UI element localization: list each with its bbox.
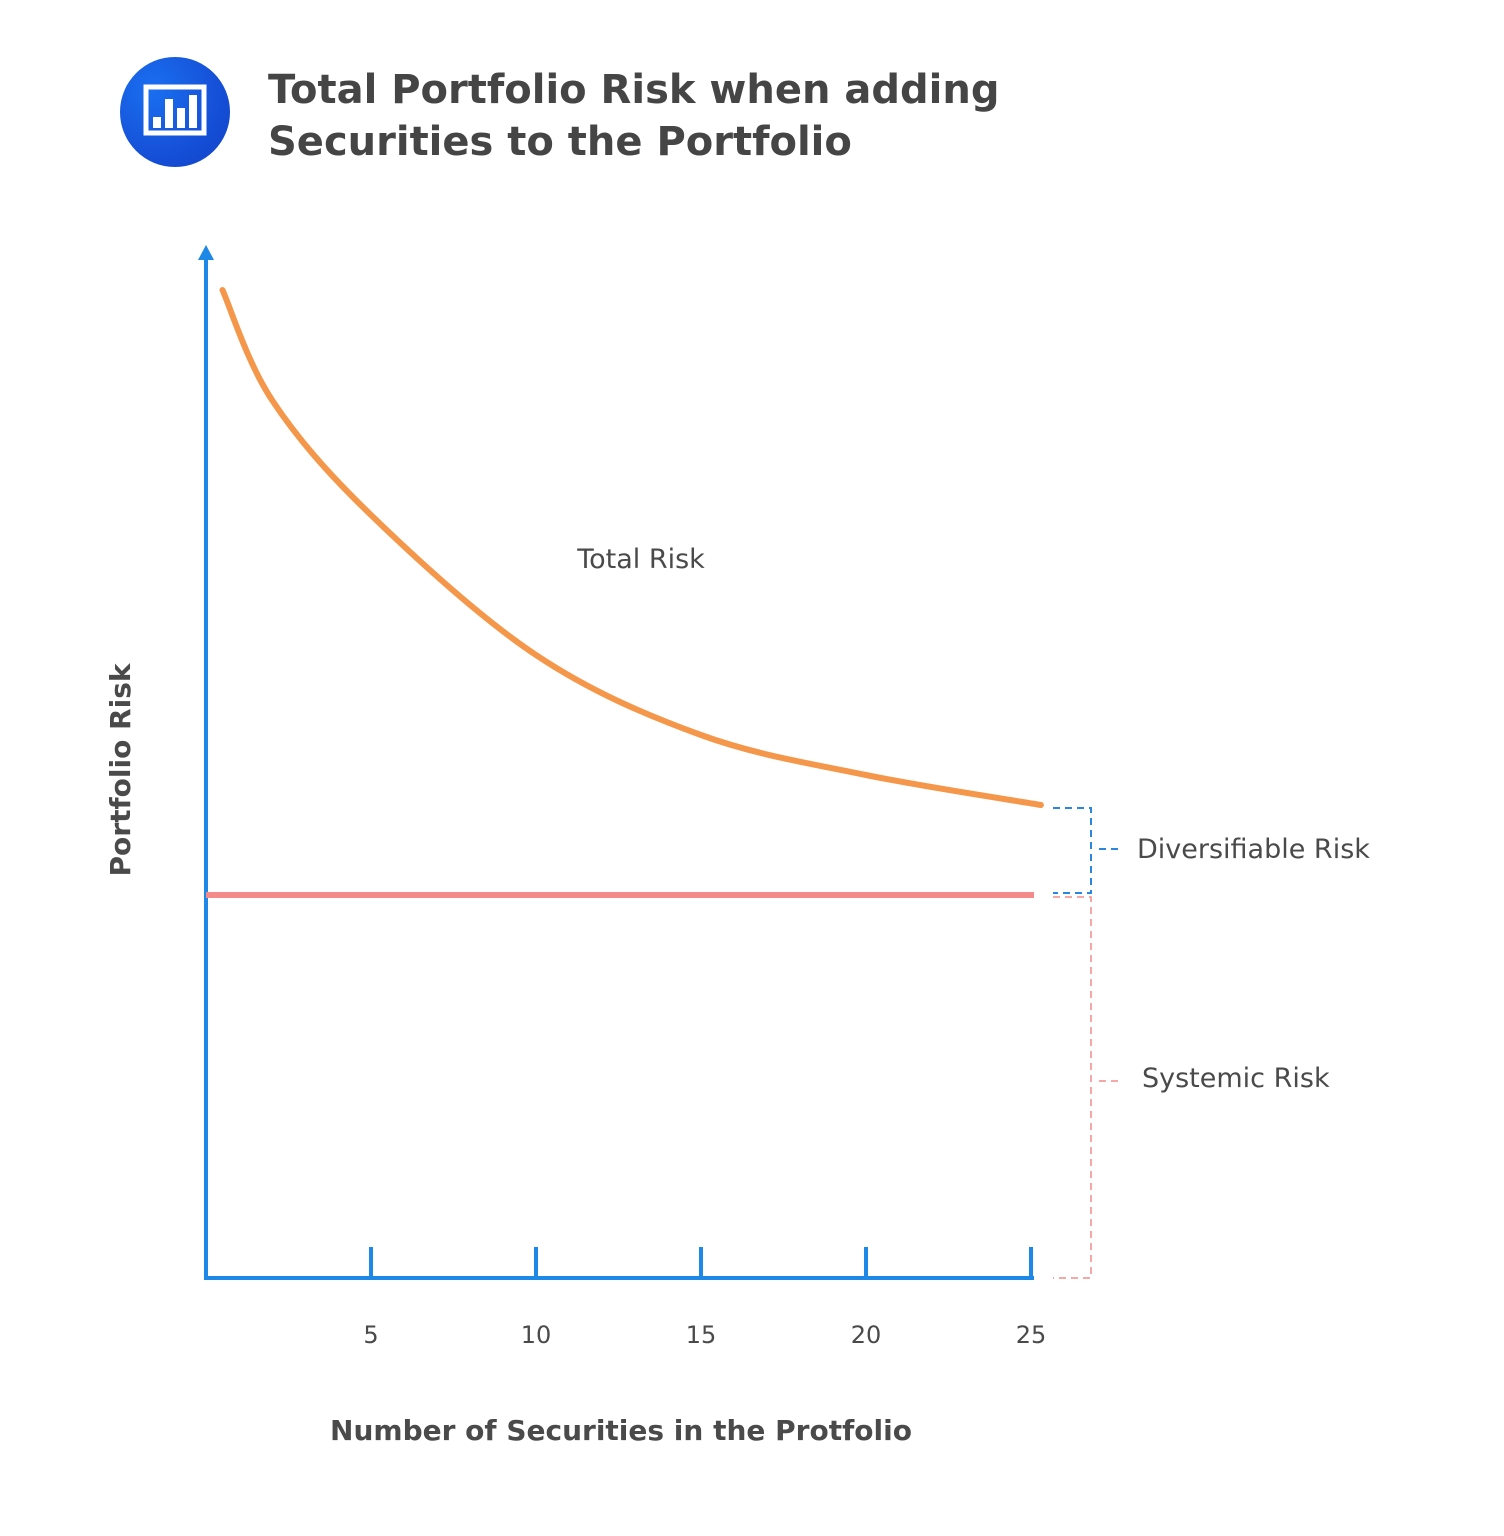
annotation-systemic-risk: Systemic Risk <box>1142 1063 1330 1094</box>
x-axis-label: Number of Securities in the Protfolio <box>330 1414 912 1447</box>
bar-chart-icon <box>120 57 230 167</box>
annotation-diversifiable-risk: Diversifiable Risk <box>1137 834 1370 865</box>
y-axis-label: Portfolio Risk <box>104 662 137 876</box>
systemic-risk-bracket <box>1053 896 1092 1279</box>
diversifiable-risk-bracket <box>1053 807 1092 894</box>
x-tick-label: 25 <box>1016 1321 1047 1349</box>
x-tick-label: 5 <box>363 1321 378 1349</box>
series-label-total-risk: Total Risk <box>576 544 705 575</box>
x-tick-label: 20 <box>851 1321 882 1349</box>
x-tick-label: 15 <box>686 1321 717 1349</box>
x-tick-label: 10 <box>521 1321 552 1349</box>
chart-title: Total Portfolio Risk when adding Securit… <box>268 67 1000 165</box>
total-risk-line <box>219 287 1044 808</box>
y-axis-arrow-icon <box>198 245 214 260</box>
